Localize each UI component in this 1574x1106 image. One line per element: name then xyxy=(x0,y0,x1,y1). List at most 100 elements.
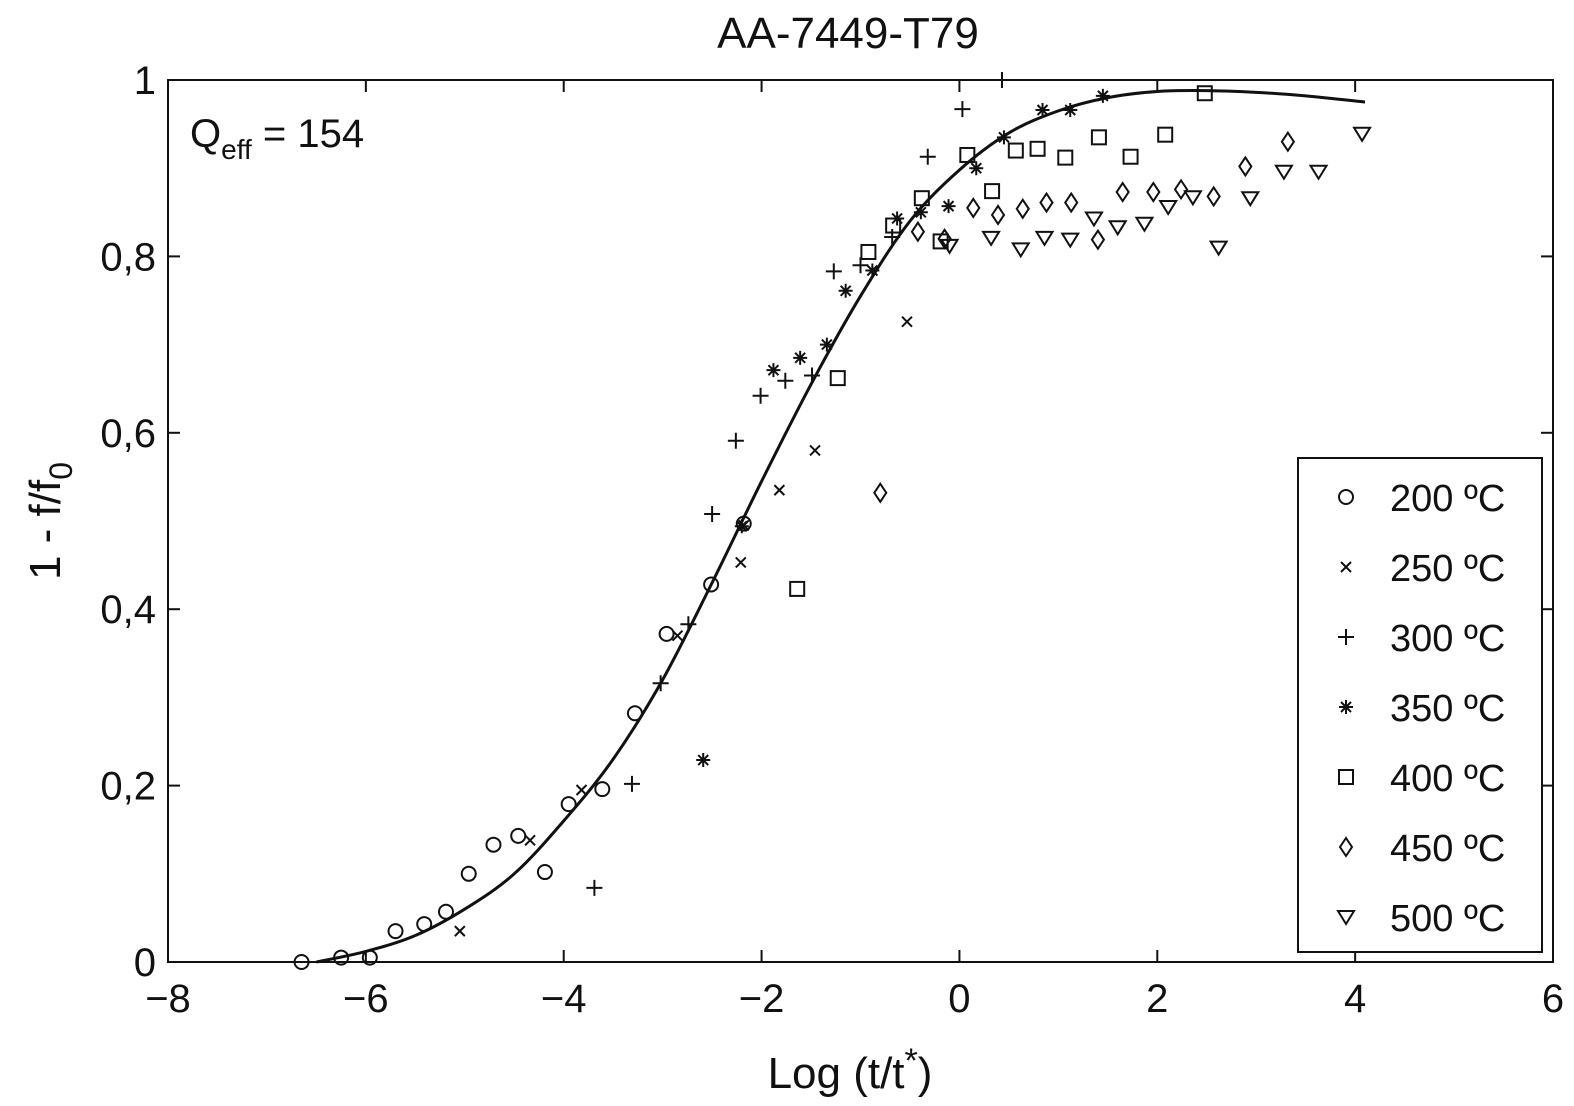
data-points xyxy=(293,72,1372,970)
legend-marker xyxy=(1340,561,1352,573)
data-point xyxy=(860,243,877,260)
x-tick-label: −2 xyxy=(739,977,785,1021)
x-tick-label: −4 xyxy=(541,977,587,1021)
data-point xyxy=(333,949,350,966)
data-point xyxy=(996,130,1011,145)
legend-item: 250 ºC xyxy=(1340,548,1505,590)
data-point xyxy=(727,432,744,449)
data-point xyxy=(793,350,808,365)
x-tick-label: 0 xyxy=(948,977,970,1021)
data-point xyxy=(865,263,880,278)
q-eff-annotation: Qeff = 154 xyxy=(190,112,364,165)
data-point xyxy=(873,481,888,504)
data-point xyxy=(536,864,553,881)
data-point xyxy=(885,217,902,234)
x-tick-label: 4 xyxy=(1344,977,1366,1021)
data-point xyxy=(671,629,684,642)
data-point xyxy=(1208,240,1229,257)
data-point xyxy=(524,834,536,846)
y-tick-label: 1 xyxy=(134,59,156,103)
data-point xyxy=(1060,232,1081,249)
data-point xyxy=(1057,149,1074,166)
data-point xyxy=(1134,216,1155,233)
data-point xyxy=(913,190,930,207)
data-point xyxy=(1090,129,1107,146)
data-point xyxy=(1280,130,1296,153)
legend-box xyxy=(1297,457,1543,953)
data-point xyxy=(575,784,588,796)
data-point xyxy=(819,337,834,352)
data-point xyxy=(939,238,960,255)
data-point xyxy=(804,367,821,384)
y-axis-label: 1 - f/f0 xyxy=(21,462,79,580)
data-point xyxy=(990,204,1006,226)
data-point xyxy=(766,363,781,378)
legend-item: 400 ºC xyxy=(1338,758,1505,800)
data-point xyxy=(1007,142,1024,159)
data-point xyxy=(387,923,404,940)
plot-area xyxy=(167,79,1554,963)
data-point xyxy=(752,387,769,404)
data-point xyxy=(454,925,466,937)
data-point xyxy=(773,484,786,496)
series-2 xyxy=(586,72,1010,896)
y-tick-label: 0,4 xyxy=(100,588,156,632)
legend-label: 400 ºC xyxy=(1390,758,1505,800)
data-point xyxy=(1238,155,1253,178)
data-point xyxy=(1240,191,1261,208)
data-point xyxy=(777,372,794,389)
data-point xyxy=(825,263,842,280)
legend-item: 300 ºC xyxy=(1338,618,1505,660)
legend-item: 350 ºC xyxy=(1339,688,1505,730)
series-5 xyxy=(873,130,1296,504)
data-point xyxy=(416,916,433,933)
legend-label: 300 ºC xyxy=(1390,618,1505,660)
data-point xyxy=(809,444,821,457)
series-3 xyxy=(696,88,1110,768)
x-tick-label: 2 xyxy=(1146,977,1168,1021)
data-point xyxy=(838,283,853,298)
data-point xyxy=(1090,228,1106,251)
y-tick-labels: 0 0,2 0,4 0,6 0,8 1 xyxy=(100,59,156,985)
data-point xyxy=(1115,181,1130,203)
legend-marker xyxy=(1338,629,1354,645)
data-point xyxy=(594,781,611,798)
data-point xyxy=(510,827,527,844)
legend: 200 ºC 250 ºC 300 ºC 350 ºC 400 ºC 450 ºC 500 … xyxy=(1297,457,1543,953)
data-point xyxy=(910,220,926,243)
data-point xyxy=(1095,88,1110,103)
data-point xyxy=(937,227,952,250)
legend-marker xyxy=(1339,700,1353,714)
data-point xyxy=(1034,230,1055,247)
data-point xyxy=(658,625,675,642)
x-tick-label: −8 xyxy=(145,977,191,1021)
data-point xyxy=(485,836,502,853)
data-point xyxy=(680,616,697,633)
data-point xyxy=(1196,85,1213,102)
data-point xyxy=(984,183,1001,200)
series-6 xyxy=(939,126,1372,259)
legend-label: 250 ºC xyxy=(1390,548,1505,590)
data-point xyxy=(704,505,721,522)
data-point xyxy=(1010,242,1031,259)
data-point xyxy=(623,775,640,792)
data-point xyxy=(919,148,936,165)
legend-marker xyxy=(1338,836,1354,858)
data-point xyxy=(789,580,806,597)
x-tick-label: 6 xyxy=(1542,977,1564,1021)
chart-title: AA-7449-T79 xyxy=(717,9,979,58)
axis-ticks xyxy=(167,79,1554,963)
data-point xyxy=(437,903,454,920)
data-point xyxy=(1122,148,1139,165)
data-point xyxy=(293,954,310,970)
series-0 xyxy=(293,515,752,970)
y-tick-label: 0,2 xyxy=(100,765,156,809)
series-4 xyxy=(789,85,1213,597)
data-point xyxy=(1158,200,1178,216)
legend-marker xyxy=(1338,769,1354,785)
data-point xyxy=(1206,185,1221,208)
legend-marker xyxy=(1338,489,1354,505)
data-point xyxy=(829,370,846,387)
data-point xyxy=(696,753,711,768)
